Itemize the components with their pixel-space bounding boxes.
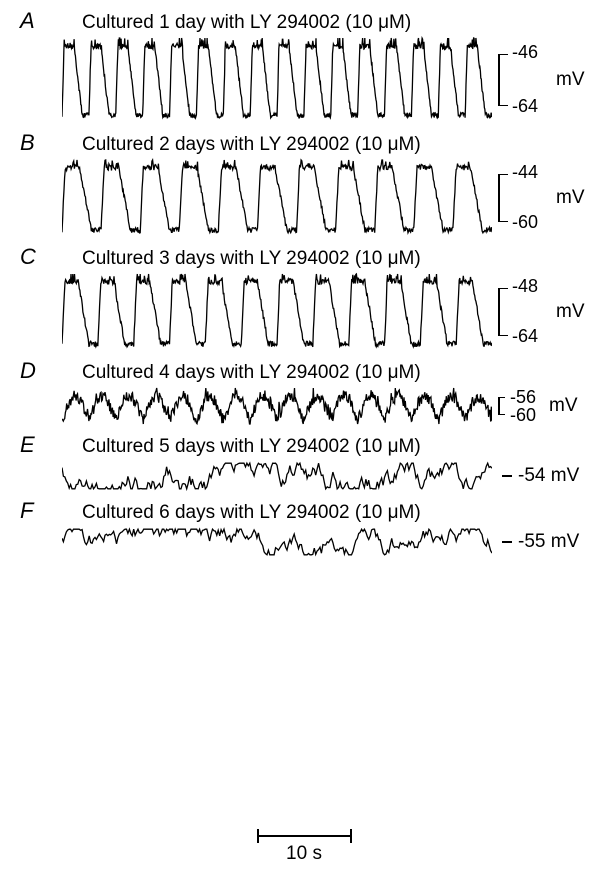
panel-body: -44-60mV	[12, 158, 596, 238]
scale-bracket: -56-60	[498, 397, 505, 415]
scale-bot-label: -64	[512, 96, 538, 117]
panel-letter: C	[20, 244, 62, 270]
panel-title: Cultured 4 days with LY 294002 (10 μM)	[82, 362, 421, 384]
scale-unit: mV	[556, 69, 585, 91]
panel-title: Cultured 5 days with LY 294002 (10 μM)	[82, 436, 421, 458]
panel-body: -56-60 mV	[12, 386, 596, 426]
panel-header: A Cultured 1 day with LY 294002 (10 μM)	[20, 8, 596, 34]
trace-area	[62, 272, 492, 352]
panel-title: Cultured 2 days with LY 294002 (10 μM)	[82, 134, 421, 156]
panel-header: D Cultured 4 days with LY 294002 (10 μM)	[20, 358, 596, 384]
trace-area	[62, 386, 492, 426]
panel-header: E Cultured 5 days with LY 294002 (10 μM)	[20, 432, 596, 458]
panel-letter: E	[20, 432, 62, 458]
panel-B: BCultured 2 days with LY 294002 (10 μM) …	[12, 130, 596, 238]
trace-area	[62, 526, 492, 558]
scale-bracket-svg	[498, 174, 508, 222]
scale-area: -55 mV	[498, 526, 579, 558]
scale-top-label: -46	[512, 42, 538, 63]
scale-dash-icon	[502, 475, 512, 477]
time-scale-bar	[257, 835, 352, 837]
trace-area	[62, 36, 492, 124]
panel-header: F Cultured 6 days with LY 294002 (10 μM)	[20, 498, 596, 524]
panel-letter: B	[20, 130, 62, 156]
scale-area: -48-64mV	[498, 272, 585, 352]
time-scale-label: 10 s	[286, 843, 322, 865]
panel-letter: A	[20, 8, 62, 34]
panel-C: CCultured 3 days with LY 294002 (10 μM) …	[12, 244, 596, 352]
trace-svg	[62, 526, 492, 558]
panel-F: FCultured 6 days with LY 294002 (10 μM) …	[12, 498, 596, 558]
panel-A: A Cultured 1 day with LY 294002 (10 μM) -…	[12, 8, 596, 124]
scale-single-label: -54 mV	[518, 465, 579, 487]
scale-area: -54 mV	[498, 460, 579, 492]
scale-bracket: -44-60	[498, 174, 508, 222]
scale-single-label: -55 mV	[518, 531, 579, 553]
scale-bracket: -46-64	[498, 54, 508, 106]
trace-svg	[62, 386, 492, 426]
panel-D: DCultured 4 days with LY 294002 (10 μM) …	[12, 358, 596, 426]
panel-header: C Cultured 3 days with LY 294002 (10 μM)	[20, 244, 596, 270]
trace-svg	[62, 460, 492, 492]
scale-area: -56-60 mV	[498, 386, 578, 426]
panel-body: -48-64mV	[12, 272, 596, 352]
scale-area: -44-60mV	[498, 158, 585, 238]
scale-bracket: -48-64	[498, 288, 508, 336]
panel-title: Cultured 3 days with LY 294002 (10 μM)	[82, 248, 421, 270]
panel-letter: D	[20, 358, 62, 384]
scale-unit: mV	[549, 395, 578, 417]
scale-bracket-svg	[498, 54, 508, 106]
scale-top-label: -48	[512, 276, 538, 297]
panel-E: ECultured 5 days with LY 294002 (10 μM) …	[12, 432, 596, 492]
trace-svg	[62, 158, 492, 238]
panel-letter: F	[20, 498, 62, 524]
panel-body: -54 mV	[12, 460, 596, 492]
panel-body: -55 mV	[12, 526, 596, 558]
scale-bracket-svg	[498, 397, 505, 415]
trace-area	[62, 158, 492, 238]
scale-top-label: -44	[512, 162, 538, 183]
time-scale: 10 s	[0, 835, 608, 865]
scale-bot-label: -60	[510, 405, 536, 426]
scale-unit: mV	[556, 301, 585, 323]
scale-single: -55 mV	[498, 531, 579, 553]
scale-bot-label: -60	[512, 212, 538, 233]
panel-body: -46-64mV	[12, 36, 596, 124]
scale-bracket-svg	[498, 288, 508, 336]
trace-svg	[62, 36, 492, 124]
trace-area	[62, 460, 492, 492]
panel-title: Cultured 1 day with LY 294002 (10 μM)	[82, 12, 411, 34]
scale-bot-label: -64	[512, 326, 538, 347]
scale-dash-icon	[502, 541, 512, 543]
scale-unit: mV	[556, 187, 585, 209]
scale-single: -54 mV	[498, 465, 579, 487]
scale-area: -46-64mV	[498, 36, 585, 124]
trace-svg	[62, 272, 492, 352]
panel-header: B Cultured 2 days with LY 294002 (10 μM)	[20, 130, 596, 156]
panels-container: A Cultured 1 day with LY 294002 (10 μM) -…	[12, 8, 596, 558]
panel-title: Cultured 6 days with LY 294002 (10 μM)	[82, 502, 421, 524]
figure-root: A Cultured 1 day with LY 294002 (10 μM) -…	[0, 0, 608, 871]
